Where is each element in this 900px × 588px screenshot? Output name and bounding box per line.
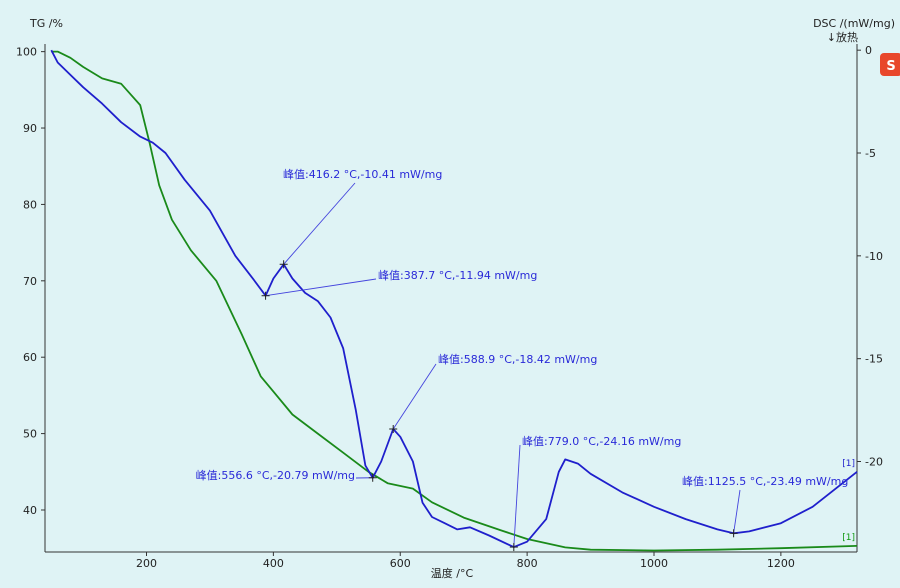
left-axis-title: TG /%: [29, 17, 63, 30]
y-right-tick-label: -5: [865, 147, 876, 160]
app-badge: S: [880, 53, 900, 76]
y-left-tick-label: 70: [23, 275, 37, 288]
peak-label: 峰值:416.2 °C,-10.41 mW/mg: [283, 168, 442, 181]
x-axis-title: 温度 /°C: [431, 566, 474, 580]
y-right-tick-label: -20: [865, 456, 883, 469]
tg-curve: [51, 50, 858, 552]
dsc-curve: [50, 49, 858, 548]
y-left-tick-label: 50: [23, 428, 37, 441]
y-left-tick-label: 90: [23, 122, 37, 135]
x-tick-label: 1200: [767, 557, 795, 570]
x-tick-label: 400: [263, 557, 284, 570]
x-tick-label: 600: [390, 557, 411, 570]
badge-background: [880, 53, 900, 76]
peak-leader-line: [513, 444, 521, 548]
y-left-tick-label: 80: [23, 198, 37, 211]
x-tick-label: 1000: [640, 557, 668, 570]
y-left-tick-label: 60: [23, 351, 37, 364]
y-left-tick-label: 40: [23, 504, 37, 517]
ticks: 200 400 600 800 1000 12001009080706050400-5-1…: [16, 44, 883, 570]
peak-leader-line: [392, 363, 437, 430]
peak-leader-line: [265, 278, 377, 297]
peak-label: 峰值:779.0 °C,-24.16 mW/mg: [522, 435, 681, 448]
right-axis-title: DSC /(mW/mg): [813, 17, 895, 30]
x-tick-label: 800: [517, 557, 538, 570]
axes: [44, 44, 858, 553]
badge-letter: S: [886, 59, 895, 74]
y-left-tick-label: 100: [16, 46, 37, 59]
peak-annotations: 峰值:416.2 °C,-10.41 mW/mg 峰值:387.7 °C,-11.…: [196, 168, 848, 552]
peak-leader-line: [283, 182, 356, 265]
peak-label: 峰值:588.9 °C,-18.42 mW/mg: [438, 353, 597, 366]
exotherm-direction-note: ↓放热: [827, 30, 858, 44]
peak-label: 峰值:556.6 °C,-20.79 mW/mg: [196, 469, 355, 482]
y-right-tick-label: 0: [865, 44, 872, 57]
peak-leader-line: [733, 489, 741, 534]
x-tick-label: 200: [136, 557, 157, 570]
peak-label: 峰值:1125.5 °C,-23.49 mW/mg: [682, 475, 848, 488]
tg-curve-tag: [1]: [842, 533, 855, 543]
dsc-curve-tag: [1]: [842, 459, 855, 469]
y-right-tick-label: -15: [865, 353, 883, 366]
y-right-tick-label: -10: [865, 250, 883, 263]
series: [1] [1]: [50, 49, 858, 552]
peak-label: 峰值:387.7 °C,-11.94 mW/mg: [378, 269, 537, 282]
